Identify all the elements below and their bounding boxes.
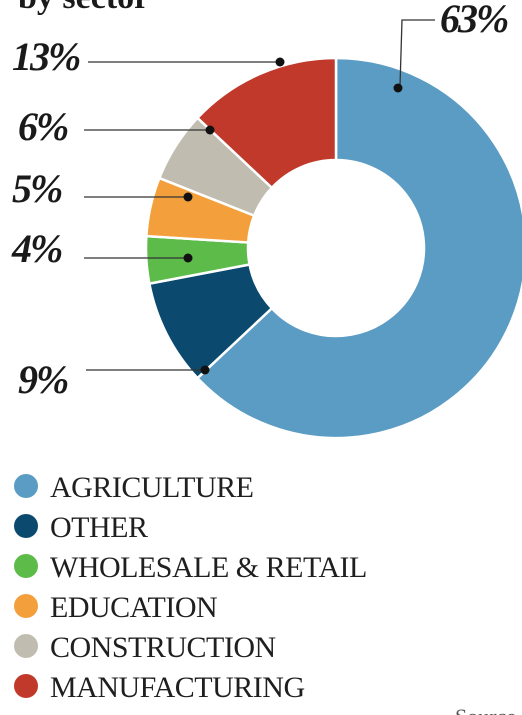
legend-label-wholesale-retail: WHOLESALE & RETAIL <box>50 551 367 584</box>
legend-swatch-other <box>14 514 38 538</box>
value-labels: 63% 9% 4% 5% 6% 13% <box>11 0 510 402</box>
legend-label-construction: CONSTRUCTION <box>50 631 276 664</box>
leader-line-agriculture <box>399 19 435 87</box>
leader-dot-other <box>200 365 210 375</box>
legend-label-agriculture: AGRICULTURE <box>50 471 253 504</box>
donut-slices <box>144 56 522 440</box>
label-leaders <box>84 19 435 375</box>
legend: AGRICULTURE OTHER WHOLESALE & RETAIL EDUCAT… <box>14 471 367 704</box>
leader-dot-education <box>183 192 193 202</box>
leader-dot-agriculture <box>393 83 403 93</box>
legend-swatch-education <box>14 594 38 618</box>
value-label-education: 5% <box>12 166 62 211</box>
slice-agriculture <box>195 56 522 440</box>
legend-label-manufacturing: MANUFACTURING <box>50 671 305 704</box>
leader-dot-wholesale-retail <box>183 253 193 263</box>
leader-dot-construction <box>205 125 215 135</box>
chart-subtitle-fragment: by sector <box>18 0 149 16</box>
legend-swatch-agriculture <box>14 474 38 498</box>
legend-swatch-manufacturing <box>14 674 38 698</box>
value-label-construction: 6% <box>18 104 68 149</box>
legend-swatch-construction <box>14 634 38 658</box>
value-label-agriculture: 63% <box>440 0 508 41</box>
legend-label-other: OTHER <box>50 511 148 544</box>
value-label-other: 9% <box>18 357 68 402</box>
leader-dot-manufacturing <box>275 57 285 67</box>
slice-manufacturing <box>195 56 338 190</box>
value-label-wholesale-retail: 4% <box>11 226 62 271</box>
legend-swatch-wholesale-retail <box>14 554 38 578</box>
legend-label-education: EDUCATION <box>50 591 217 624</box>
value-label-manufacturing: 13% <box>12 34 80 79</box>
source-note-fragment: Source <box>455 704 516 715</box>
